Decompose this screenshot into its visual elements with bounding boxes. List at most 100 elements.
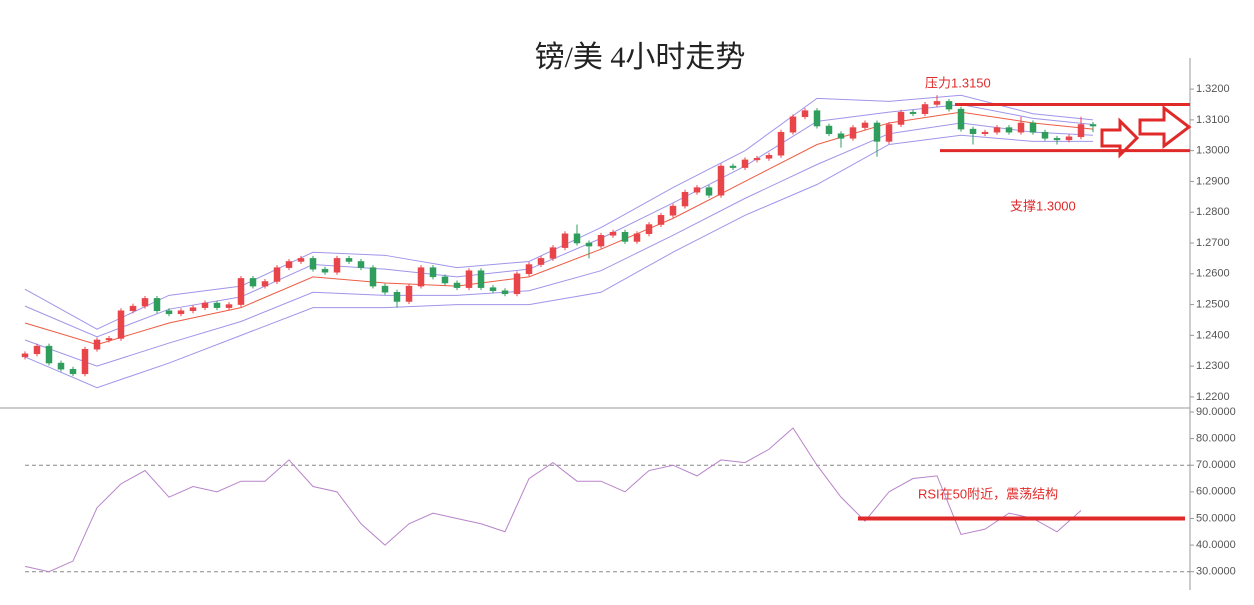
y-tick-label: 1.2300	[1196, 360, 1230, 372]
candle-body	[849, 127, 857, 139]
candle-body	[705, 187, 713, 196]
candle-body	[501, 290, 509, 295]
candle-body	[21, 353, 29, 358]
candle-body	[777, 131, 785, 156]
candle-body	[1017, 122, 1025, 133]
candle-body	[381, 285, 389, 293]
candle-body	[33, 345, 41, 355]
resistance-label: 压力1.3150	[925, 75, 991, 90]
candle-body	[105, 338, 113, 341]
candle-body	[861, 122, 869, 128]
candle-body	[573, 233, 581, 244]
y-tick-label: 1.2400	[1196, 329, 1230, 341]
candle-body	[669, 205, 677, 216]
candle-body	[45, 345, 53, 364]
y-tick-label: 50.0000	[1196, 512, 1236, 524]
candle-body	[237, 278, 245, 305]
y-tick-label: 1.2600	[1196, 268, 1230, 280]
y-tick-label: 30.0000	[1196, 566, 1236, 578]
candle-body	[117, 310, 125, 339]
candle-body	[1005, 127, 1013, 133]
candle-body	[261, 281, 269, 287]
candle-body	[789, 116, 797, 133]
candle-body	[561, 233, 569, 248]
y-tick-label: 80.0000	[1196, 433, 1236, 445]
candle-body	[969, 128, 977, 134]
y-tick-label: 1.2200	[1196, 391, 1230, 403]
y-tick-label: 1.3200	[1196, 83, 1230, 95]
candle-body	[717, 165, 725, 196]
arrows	[1100, 104, 1192, 159]
candle-body	[957, 108, 965, 130]
candle-body	[1065, 136, 1073, 141]
candle-body	[873, 122, 881, 142]
candle-body	[897, 111, 905, 125]
candle-body	[753, 158, 761, 161]
y-tick-label: 1.3000	[1196, 145, 1230, 157]
candle-body	[405, 285, 413, 302]
candle-body	[393, 292, 401, 302]
y-tick-label: 1.3100	[1196, 114, 1230, 126]
candle-body	[813, 110, 821, 127]
band-line	[24, 94, 1094, 330]
candle-body	[81, 348, 89, 375]
candle-body	[885, 124, 893, 142]
candle-body	[909, 111, 917, 114]
candle-body	[153, 298, 161, 311]
candle-body	[609, 231, 617, 236]
candle-body	[621, 231, 629, 242]
candle-body	[825, 125, 833, 134]
candle-body	[1089, 124, 1097, 127]
candle-body	[249, 278, 257, 287]
rsi-label: RSI在50附近，震荡结构	[918, 486, 1058, 501]
y-tick-label: 60.0000	[1196, 486, 1236, 498]
candle-body	[537, 258, 545, 265]
candle-body	[441, 276, 449, 284]
arrow	[1100, 117, 1140, 159]
candle-body	[357, 261, 365, 268]
candle-body	[417, 267, 425, 287]
candle-body	[597, 235, 605, 247]
candle-body	[801, 110, 809, 118]
candle-body	[1053, 138, 1061, 141]
candle-body	[477, 270, 485, 288]
candle-body	[465, 270, 473, 288]
candle-body	[933, 101, 941, 105]
support-label: 支撑1.3000	[1010, 198, 1076, 213]
candle-body	[741, 159, 749, 168]
candle-body	[141, 298, 149, 307]
candle-body	[57, 362, 65, 370]
rsi-line	[24, 427, 1082, 573]
candle-body	[285, 261, 293, 268]
arrow	[1138, 104, 1192, 150]
candle-body	[657, 215, 665, 225]
candle-body	[981, 131, 989, 134]
candle-body	[645, 224, 653, 235]
candle-body	[525, 264, 533, 275]
y-tick-label: 40.0000	[1196, 539, 1236, 551]
candle-body	[177, 310, 185, 315]
y-tick-label: 70.0000	[1196, 459, 1236, 471]
y-tick-label: 1.2500	[1196, 298, 1230, 310]
candle-body	[921, 104, 929, 114]
candle-body	[513, 273, 521, 295]
candle-body	[693, 187, 701, 193]
band-line	[24, 111, 1094, 346]
candle-body	[345, 258, 353, 262]
y-tick-label: 1.2900	[1196, 175, 1230, 187]
candle-body	[549, 247, 557, 259]
y-tick-label: 90.0000	[1196, 406, 1236, 418]
candle-body	[837, 133, 845, 139]
candle-body	[489, 287, 497, 291]
candle-body	[297, 258, 305, 262]
candle-body	[681, 191, 689, 207]
candle-body	[1077, 124, 1085, 138]
candle-body	[93, 339, 101, 350]
y-tick-label: 1.2800	[1196, 206, 1230, 218]
y-tick-label: 1.2700	[1196, 237, 1230, 249]
band-line	[24, 122, 1094, 367]
candle-body	[321, 268, 329, 273]
candle-body	[129, 305, 137, 311]
candle-body	[201, 302, 209, 308]
